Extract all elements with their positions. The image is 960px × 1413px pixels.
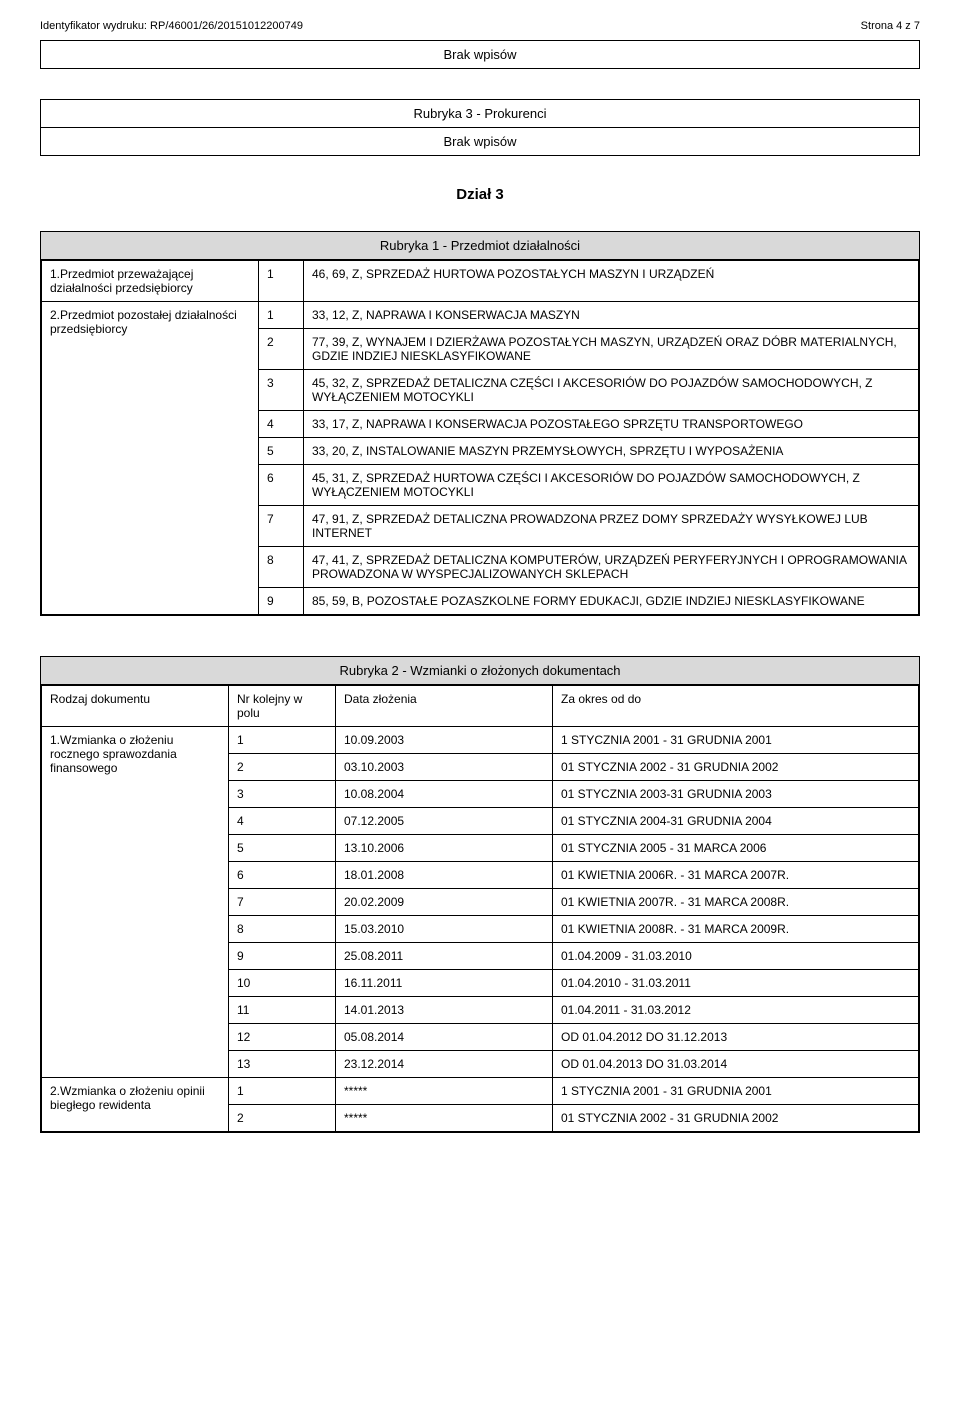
row-num: 4: [259, 411, 304, 438]
no-entries-text: Brak wpisów: [41, 41, 919, 68]
doc-period: 01.04.2009 - 31.03.2010: [553, 943, 919, 970]
row-text: 33, 20, Z, INSTALOWANIE MASZYN PRZEMYSŁO…: [304, 438, 919, 465]
doc-nr: 12: [229, 1024, 336, 1051]
doc-nr: 8: [229, 916, 336, 943]
row-num: 8: [259, 547, 304, 588]
row-text: 33, 17, Z, NAPRAWA I KONSERWACJA POZOSTA…: [304, 411, 919, 438]
doc-nr: 2: [229, 1105, 336, 1132]
row-text: 46, 69, Z, SPRZEDAŻ HURTOWA POZOSTAŁYCH …: [304, 261, 919, 302]
row-text: 33, 12, Z, NAPRAWA I KONSERWACJA MASZYN: [304, 302, 919, 329]
group2-label: 2.Wzmianka o złożeniu opinii biegłego re…: [42, 1078, 229, 1132]
col-okres: Za okres od do: [553, 686, 919, 727]
col-nr: Nr kolejny w polu: [229, 686, 336, 727]
doc-period: 01.04.2011 - 31.03.2012: [553, 997, 919, 1024]
doc-nr: 6: [229, 862, 336, 889]
rubryka-1-title: Rubryka 1 - Przedmiot działalności: [41, 232, 919, 260]
print-id: Identyfikator wydruku: RP/46001/26/20151…: [40, 20, 303, 32]
doc-nr: 11: [229, 997, 336, 1024]
doc-period: 01 KWIETNIA 2008R. - 31 MARCA 2009R.: [553, 916, 919, 943]
dzial-3-heading: Dział 3: [40, 186, 920, 203]
doc-period: 01.04.2010 - 31.03.2011: [553, 970, 919, 997]
documents-table: Rodzaj dokumentu Nr kolejny w polu Data …: [41, 685, 919, 1132]
row-num: 7: [259, 506, 304, 547]
doc-period: 01 STYCZNIA 2003-31 GRUDNIA 2003: [553, 781, 919, 808]
rubryka-3-prokurenci: Rubryka 3 - Prokurenci Brak wpisów: [40, 99, 920, 156]
rubryka-2-section: Rubryka 2 - Wzmianki o złożonych dokumen…: [40, 656, 920, 1133]
row-num: 5: [259, 438, 304, 465]
doc-nr: 3: [229, 781, 336, 808]
doc-nr: 7: [229, 889, 336, 916]
rubryka-3-title: Rubryka 3 - Prokurenci: [41, 100, 919, 127]
doc-period: OD 01.04.2013 DO 31.03.2014: [553, 1051, 919, 1078]
doc-date: 18.01.2008: [336, 862, 553, 889]
doc-date: 15.03.2010: [336, 916, 553, 943]
page-number: Strona 4 z 7: [861, 20, 920, 32]
row-text: 45, 31, Z, SPRZEDAŻ HURTOWA CZĘŚCI I AKC…: [304, 465, 919, 506]
row2-label: 2.Przedmiot pozostałej działalności prze…: [42, 302, 259, 615]
doc-date: 20.02.2009: [336, 889, 553, 916]
doc-period: 01 STYCZNIA 2004-31 GRUDNIA 2004: [553, 808, 919, 835]
page: Identyfikator wydruku: RP/46001/26/20151…: [0, 0, 960, 1173]
doc-date: 05.08.2014: [336, 1024, 553, 1051]
doc-date: 16.11.2011: [336, 970, 553, 997]
doc-nr: 13: [229, 1051, 336, 1078]
row-text: 47, 41, Z, SPRZEDAŻ DETALICZNA KOMPUTERÓ…: [304, 547, 919, 588]
doc-nr: 10: [229, 970, 336, 997]
table-row: 2.Wzmianka o złożeniu opinii biegłego re…: [42, 1078, 919, 1105]
page-header: Identyfikator wydruku: RP/46001/26/20151…: [40, 20, 920, 32]
row-num: 3: [259, 370, 304, 411]
doc-period: 1 STYCZNIA 2001 - 31 GRUDNIA 2001: [553, 1078, 919, 1105]
doc-date: 10.09.2003: [336, 727, 553, 754]
row-num: 6: [259, 465, 304, 506]
row-text: 47, 91, Z, SPRZEDAŻ DETALICZNA PROWADZON…: [304, 506, 919, 547]
doc-date: 13.10.2006: [336, 835, 553, 862]
table-row: 1.Wzmianka o złożeniu rocznego sprawozda…: [42, 727, 919, 754]
doc-date: 10.08.2004: [336, 781, 553, 808]
doc-date: 07.12.2005: [336, 808, 553, 835]
doc-period: 01 STYCZNIA 2002 - 31 GRUDNIA 2002: [553, 754, 919, 781]
doc-date: *****: [336, 1105, 553, 1132]
doc-period: 01 STYCZNIA 2005 - 31 MARCA 2006: [553, 835, 919, 862]
doc-nr: 5: [229, 835, 336, 862]
group1-label: 1.Wzmianka o złożeniu rocznego sprawozda…: [42, 727, 229, 1078]
row-num: 2: [259, 329, 304, 370]
row-num: 1: [259, 302, 304, 329]
doc-date: 14.01.2013: [336, 997, 553, 1024]
doc-period: 01 KWIETNIA 2007R. - 31 MARCA 2008R.: [553, 889, 919, 916]
doc-date: 23.12.2014: [336, 1051, 553, 1078]
rubryka-1-section: Rubryka 1 - Przedmiot działalności 1.Prz…: [40, 231, 920, 616]
doc-period: OD 01.04.2012 DO 31.12.2013: [553, 1024, 919, 1051]
col-data: Data złożenia: [336, 686, 553, 727]
row-num: 1: [259, 261, 304, 302]
no-entries-text: Brak wpisów: [41, 127, 919, 155]
empty-box-1: Brak wpisów: [40, 40, 920, 69]
activity-table: 1.Przedmiot przeważającej działalności p…: [41, 260, 919, 615]
row-text: 85, 59, B, POZOSTAŁE POZASZKOLNE FORMY E…: [304, 588, 919, 615]
rubryka-2-title: Rubryka 2 - Wzmianki o złożonych dokumen…: [41, 657, 919, 685]
doc-nr: 1: [229, 1078, 336, 1105]
table-header-row: Rodzaj dokumentu Nr kolejny w polu Data …: [42, 686, 919, 727]
col-rodzaj: Rodzaj dokumentu: [42, 686, 229, 727]
row-text: 45, 32, Z, SPRZEDAŻ DETALICZNA CZĘŚCI I …: [304, 370, 919, 411]
doc-date: 25.08.2011: [336, 943, 553, 970]
table-row: 1.Przedmiot przeważającej działalności p…: [42, 261, 919, 302]
doc-period: 1 STYCZNIA 2001 - 31 GRUDNIA 2001: [553, 727, 919, 754]
doc-nr: 4: [229, 808, 336, 835]
doc-nr: 9: [229, 943, 336, 970]
row1-label: 1.Przedmiot przeważającej działalności p…: [42, 261, 259, 302]
doc-nr: 2: [229, 754, 336, 781]
row-text: 77, 39, Z, WYNAJEM I DZIERŻAWA POZOSTAŁY…: [304, 329, 919, 370]
doc-nr: 1: [229, 727, 336, 754]
doc-period: 01 KWIETNIA 2006R. - 31 MARCA 2007R.: [553, 862, 919, 889]
table-row: 2.Przedmiot pozostałej działalności prze…: [42, 302, 919, 329]
doc-date: *****: [336, 1078, 553, 1105]
doc-date: 03.10.2003: [336, 754, 553, 781]
row-num: 9: [259, 588, 304, 615]
doc-period: 01 STYCZNIA 2002 - 31 GRUDNIA 2002: [553, 1105, 919, 1132]
